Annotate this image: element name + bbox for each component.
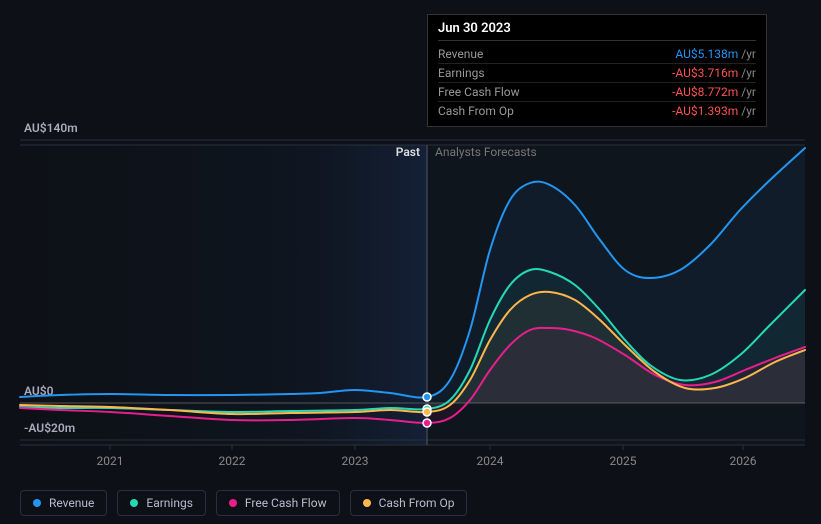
x-axis-label: 2021 [97, 454, 124, 468]
legend-dot-icon [363, 499, 371, 507]
x-axis-label: 2025 [610, 454, 637, 468]
legend-label: Free Cash Flow [245, 496, 327, 510]
tooltip-row-value: -AU$1.393m [672, 104, 738, 118]
x-axis-label: 2026 [730, 454, 757, 468]
legend-item-cfo[interactable]: Cash From Op [350, 490, 468, 516]
tooltip-row-value: -AU$8.772m [672, 85, 738, 99]
tooltip-row: Earnings -AU$3.716m/yr [438, 64, 756, 83]
chart-tooltip: Jun 30 2023 Revenue AU$5.138m/yr Earnings -… [427, 14, 767, 127]
tooltip-row-value: -AU$3.716m [672, 66, 738, 80]
tooltip-row-label: Revenue [438, 47, 483, 61]
marker-cfo [423, 408, 431, 416]
marker-revenue [423, 393, 431, 401]
tooltip-row-unit: /yr [741, 104, 756, 118]
tooltip-date: Jun 30 2023 [438, 21, 756, 41]
y-axis-label: -AU$20m [24, 421, 75, 435]
legend-label: Earnings [146, 496, 193, 510]
legend-dot-icon [229, 499, 237, 507]
x-axis-label: 2024 [477, 454, 504, 468]
tooltip-row: Cash From Op -AU$1.393m/yr [438, 102, 756, 120]
legend-label: Revenue [49, 496, 94, 510]
tooltip-row: Free Cash Flow -AU$8.772m/yr [438, 83, 756, 102]
past-label: Past [396, 145, 420, 159]
legend-item-fcf[interactable]: Free Cash Flow [216, 490, 340, 516]
tooltip-row-label: Cash From Op [438, 104, 514, 118]
legend-label: Cash From Op [379, 496, 455, 510]
chart-legend: Revenue Earnings Free Cash Flow Cash From O… [20, 490, 467, 516]
x-axis-label: 2022 [219, 454, 246, 468]
financials-chart: 202120222023202420252026AU$140mAU$0-AU$2… [0, 0, 821, 524]
tooltip-row-unit: /yr [741, 66, 756, 80]
legend-dot-icon [33, 499, 41, 507]
legend-dot-icon [130, 499, 138, 507]
y-axis-label: AU$140m [24, 121, 78, 135]
tooltip-row-label: Earnings [438, 66, 485, 80]
tooltip-row-value: AU$5.138m [675, 47, 738, 61]
marker-fcf [423, 419, 431, 427]
tooltip-row-unit: /yr [741, 85, 756, 99]
tooltip-row: Revenue AU$5.138m/yr [438, 45, 756, 64]
legend-item-earnings[interactable]: Earnings [117, 490, 206, 516]
forecast-label: Analysts Forecasts [435, 145, 537, 159]
legend-item-revenue[interactable]: Revenue [20, 490, 107, 516]
x-axis-label: 2023 [342, 454, 369, 468]
tooltip-row-label: Free Cash Flow [438, 85, 520, 99]
tooltip-row-unit: /yr [741, 47, 756, 61]
